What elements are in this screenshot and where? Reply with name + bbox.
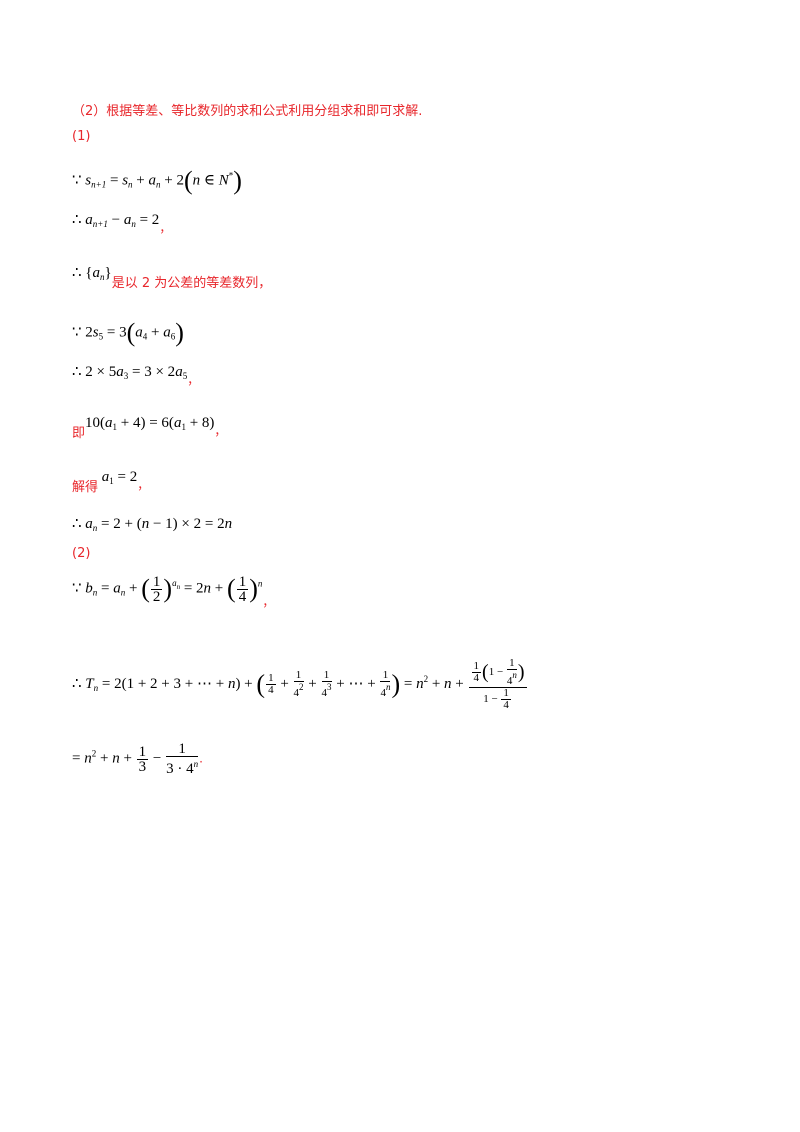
eq-bn: ∵ bn = an + (1 2)an = 2n + (1 4)n，: [72, 573, 275, 610]
eq-solve: 解得 a1 = 2，: [72, 469, 150, 495]
eq-tn: ∴ Tn = 2(1 + 2 + 3 + ⋯ + n) + (1 4 + 1 42 …: [72, 657, 527, 711]
eq-ji: 即10(a1 + 4) = 6(a1 + 8)，: [72, 415, 227, 441]
eq-condition-2: ∴ 2 × 5a3 = 3 × 2a5，: [72, 364, 200, 387]
eq-recurrence: ∵ sn+1 = sn + an + 2(n ∈ N*): [72, 166, 242, 195]
eq-arith-seq: ∴ {an}是以 2 为公差的等差数列，: [72, 265, 272, 291]
part1-label: (1): [72, 129, 91, 144]
eq-general-term: ∴ an = 2 + (n − 1) × 2 = 2n: [72, 516, 233, 533]
part2-label: (2): [72, 546, 91, 561]
eq-condition: ∵ 2s5 = 3(a4 + a6): [72, 318, 184, 347]
intro-text: （2）根据等差、等比数列的求和公式利用分组求和即可求解.: [72, 104, 423, 119]
eq-difference: ∴ an+1 − an = 2，: [72, 212, 172, 235]
